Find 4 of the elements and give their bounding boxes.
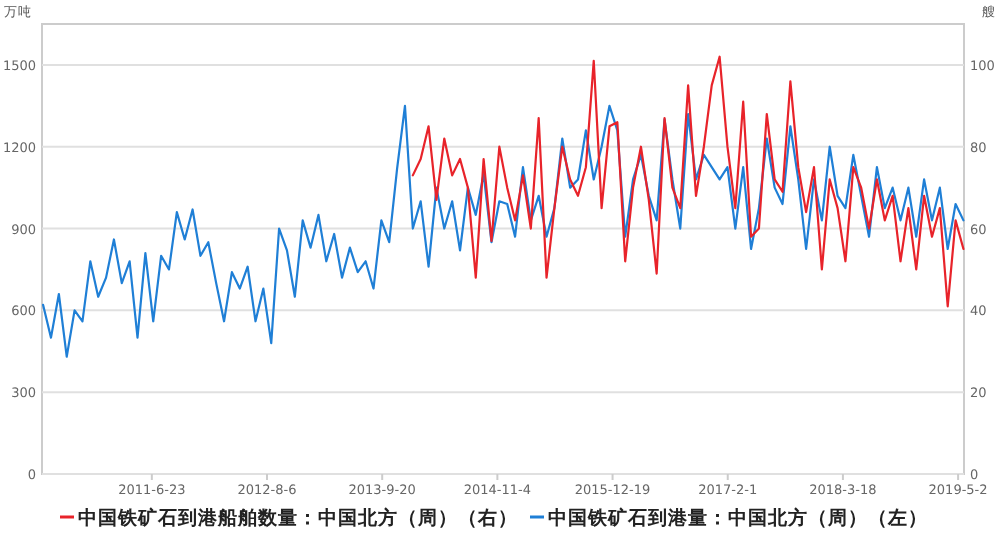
- line-series: [411, 55, 965, 308]
- legend-label: 中国铁矿石到港量：中国北方（周）（左）: [548, 506, 928, 530]
- legend-label: 中国铁矿石到港船舶数量：中国北方（周）（右）: [78, 506, 518, 530]
- line-series: [42, 104, 965, 358]
